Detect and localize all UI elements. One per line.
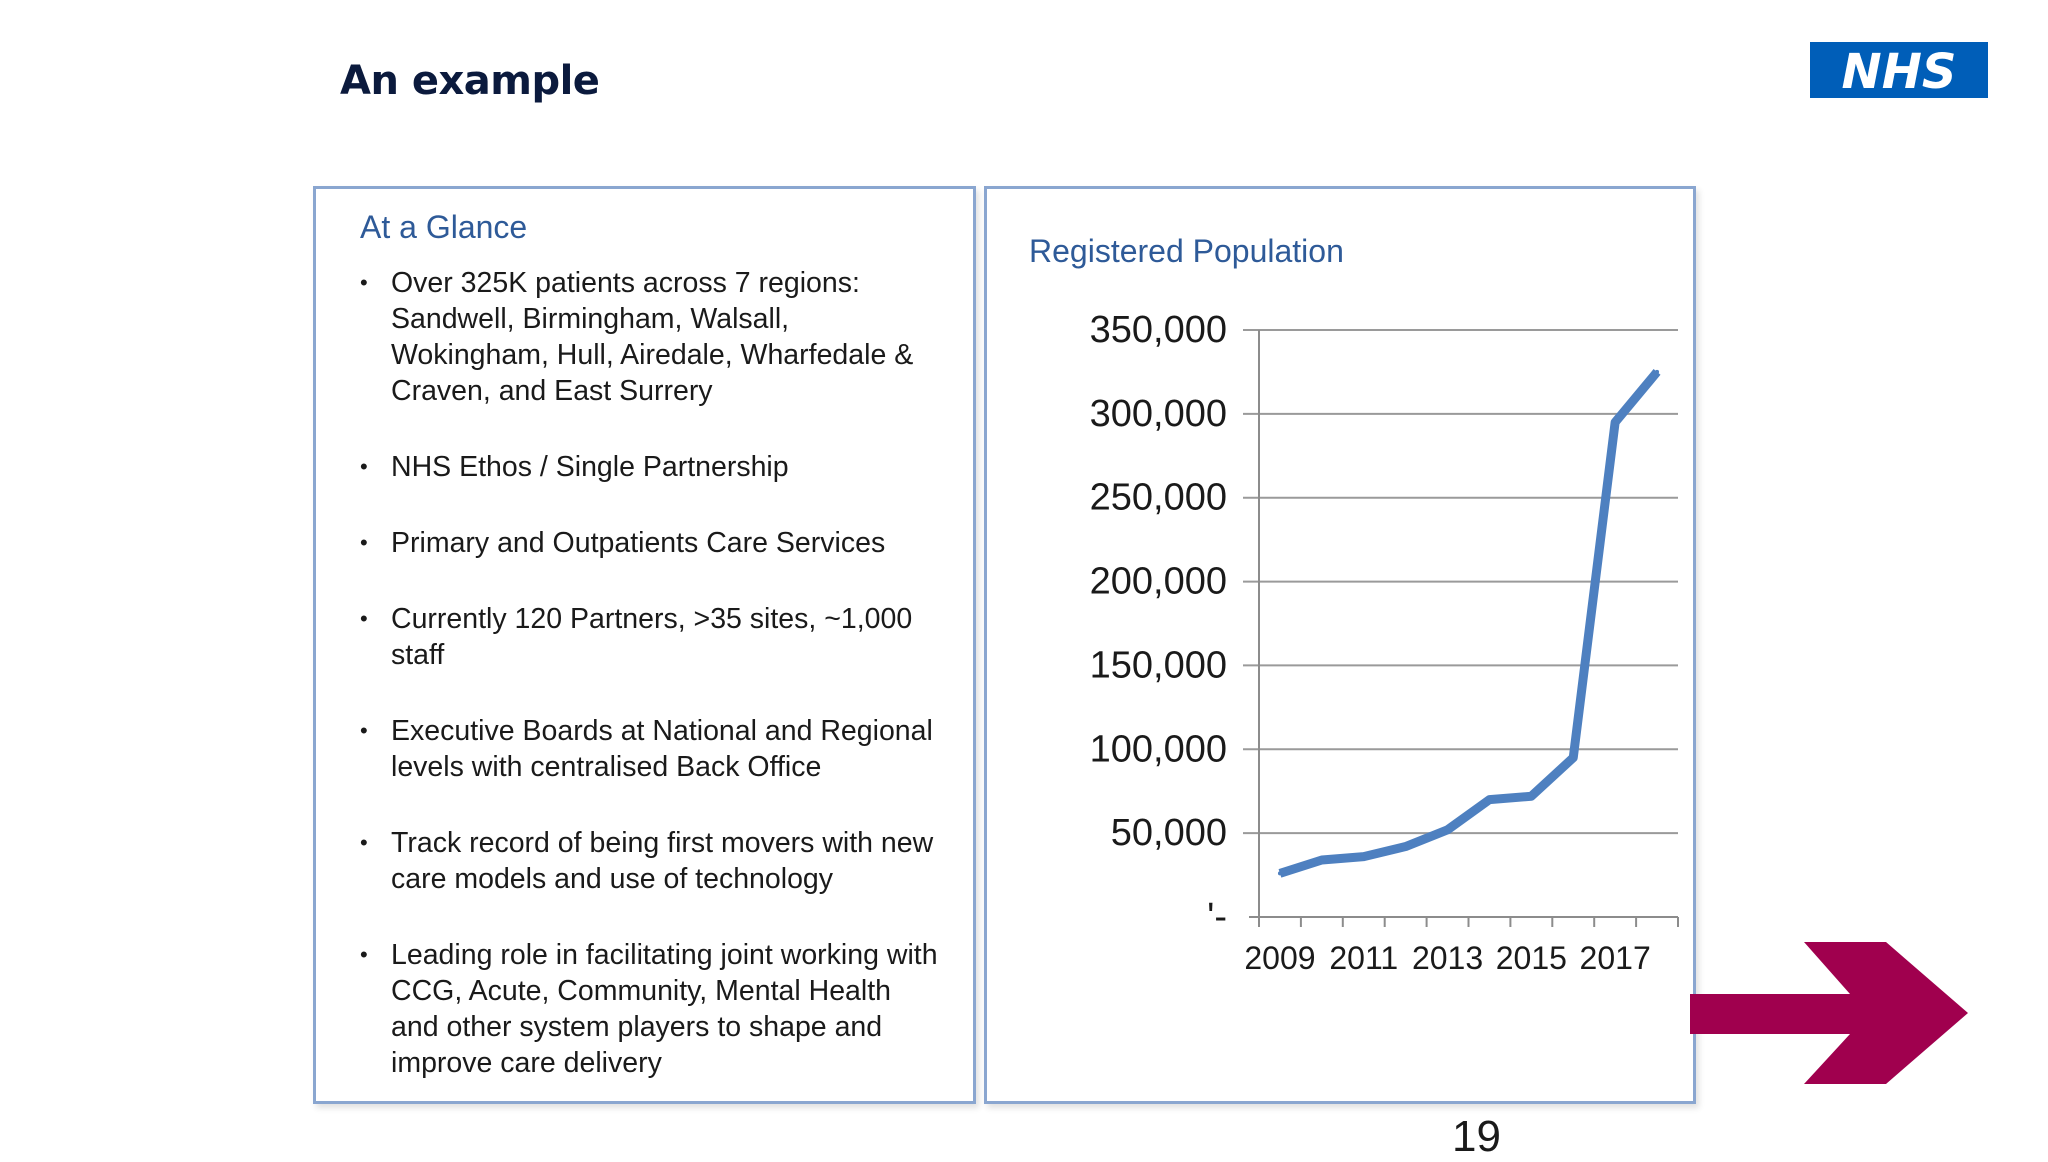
glance-bullet: Track record of being first movers with … [360, 825, 974, 897]
page-number: 19 [1452, 1112, 1501, 1161]
x-tick-label: 2017 [1580, 940, 1651, 976]
population-chart: '- 50,000 100,000 150,000 200,000 250,000 300,… [1090, 309, 1679, 976]
at-a-glance-panel: At a Glance Over 325K patients across 7 … [313, 186, 976, 1104]
series-line [1278, 369, 1661, 878]
nhs-logo: NHS [1810, 42, 1988, 98]
slide-title: An example [340, 58, 600, 104]
data-point [1403, 844, 1408, 849]
glance-bullet-line: Over 325K patients across 7 regions: [391, 267, 860, 299]
glance-bullet: Currently 120 Partners, >35 sites, ~1,00… [360, 601, 974, 673]
glance-bullet: NHS Ethos / Single Partnership [360, 449, 974, 485]
y-tick-label: 50,000 [1111, 812, 1227, 854]
glance-bullet-line: Wokingham, Hull, Airedale, Wharfedale & [391, 339, 914, 371]
data-point [1487, 797, 1492, 802]
y-tick-label: 200,000 [1090, 561, 1227, 603]
data-point [1277, 871, 1282, 876]
glance-bullet-line: Executive Boards at National and Regiona… [391, 715, 933, 747]
data-point [1445, 827, 1450, 832]
data-point [1529, 794, 1534, 799]
glance-bullet-line: and other system players to shape and [391, 1011, 883, 1043]
at-a-glance-list: Over 325K patients across 7 regions: Sand… [360, 265, 974, 1121]
x-tick-label: 2009 [1244, 940, 1315, 976]
y-tick-label: 350,000 [1090, 309, 1227, 351]
y-tick-label: 250,000 [1090, 477, 1227, 519]
glance-bullet: Over 325K patients across 7 regions: Sand… [360, 265, 974, 409]
y-tick-label: 300,000 [1090, 393, 1227, 435]
glance-bullet-line: CCG, Acute, Community, Mental Health [391, 975, 891, 1007]
glance-bullet-line: levels with centralised Back Office [391, 751, 822, 783]
glance-bullet: Leading role in facilitating joint worki… [360, 937, 974, 1081]
x-tick-label: 2015 [1496, 940, 1567, 976]
data-point [1571, 755, 1576, 760]
x-tick-label: 2013 [1412, 940, 1483, 976]
glance-bullet-line: care models and use of technology [391, 863, 834, 895]
glance-bullet-line: staff [391, 639, 445, 671]
glance-bullet-line: Primary and Outpatients Care Services [391, 527, 886, 559]
data-point [1655, 369, 1660, 374]
y-tick-label: 100,000 [1090, 728, 1227, 770]
data-point [1361, 854, 1366, 859]
chart-title: Registered Population [1029, 233, 1344, 269]
glance-bullet-line: Track record of being first movers with … [391, 827, 934, 859]
glance-bullet-line: improve care delivery [391, 1047, 662, 1079]
glance-bullet-line: NHS Ethos / Single Partnership [391, 451, 789, 483]
at-a-glance-heading: At a Glance [360, 209, 528, 245]
arrow-right-icon[interactable] [1690, 928, 1970, 1098]
chart-panel: Registered Population '- 50,000 100,000 150… [984, 186, 1696, 1104]
y-tick-label: '- [1207, 896, 1227, 938]
glance-bullet-line: Leading role in facilitating joint worki… [391, 939, 938, 971]
nhs-logo-text: NHS [1842, 44, 1957, 98]
glance-bullet: Executive Boards at National and Regiona… [360, 713, 974, 785]
x-tick-label: 2011 [1329, 940, 1398, 976]
glance-bullet-line: Craven, and East Surrery [391, 375, 713, 407]
glance-bullet-line: Currently 120 Partners, >35 sites, ~1,00… [391, 603, 913, 635]
y-tick-label: 150,000 [1090, 644, 1227, 686]
glance-bullet-line: Sandwell, Birmingham, Walsall, [391, 303, 790, 335]
glance-bullet: Primary and Outpatients Care Services [360, 525, 974, 561]
data-point [1319, 857, 1324, 862]
data-point [1613, 420, 1618, 425]
